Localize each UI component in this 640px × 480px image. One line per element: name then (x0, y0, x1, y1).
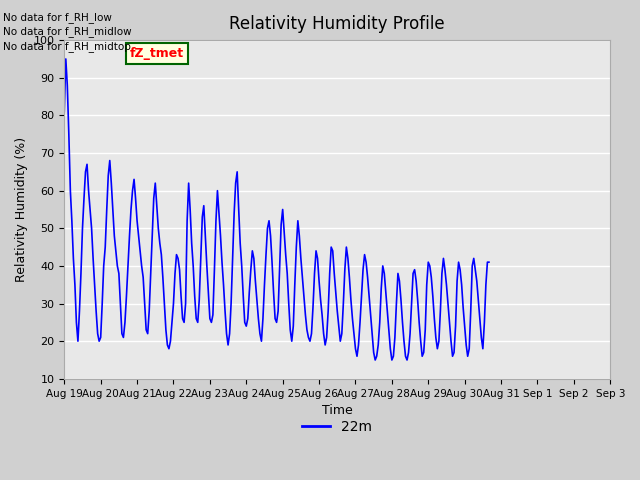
Legend: 22m: 22m (297, 415, 378, 440)
Text: fZ_tmet: fZ_tmet (130, 47, 184, 60)
Title: Relativity Humidity Profile: Relativity Humidity Profile (230, 15, 445, 33)
Text: No data for f_RH_midlow: No data for f_RH_midlow (3, 26, 132, 37)
Text: No data for f_RH_low: No data for f_RH_low (3, 12, 112, 23)
Text: No data for f_RH_midtop: No data for f_RH_midtop (3, 41, 131, 52)
X-axis label: Time: Time (322, 404, 353, 417)
Y-axis label: Relativity Humidity (%): Relativity Humidity (%) (15, 137, 28, 282)
